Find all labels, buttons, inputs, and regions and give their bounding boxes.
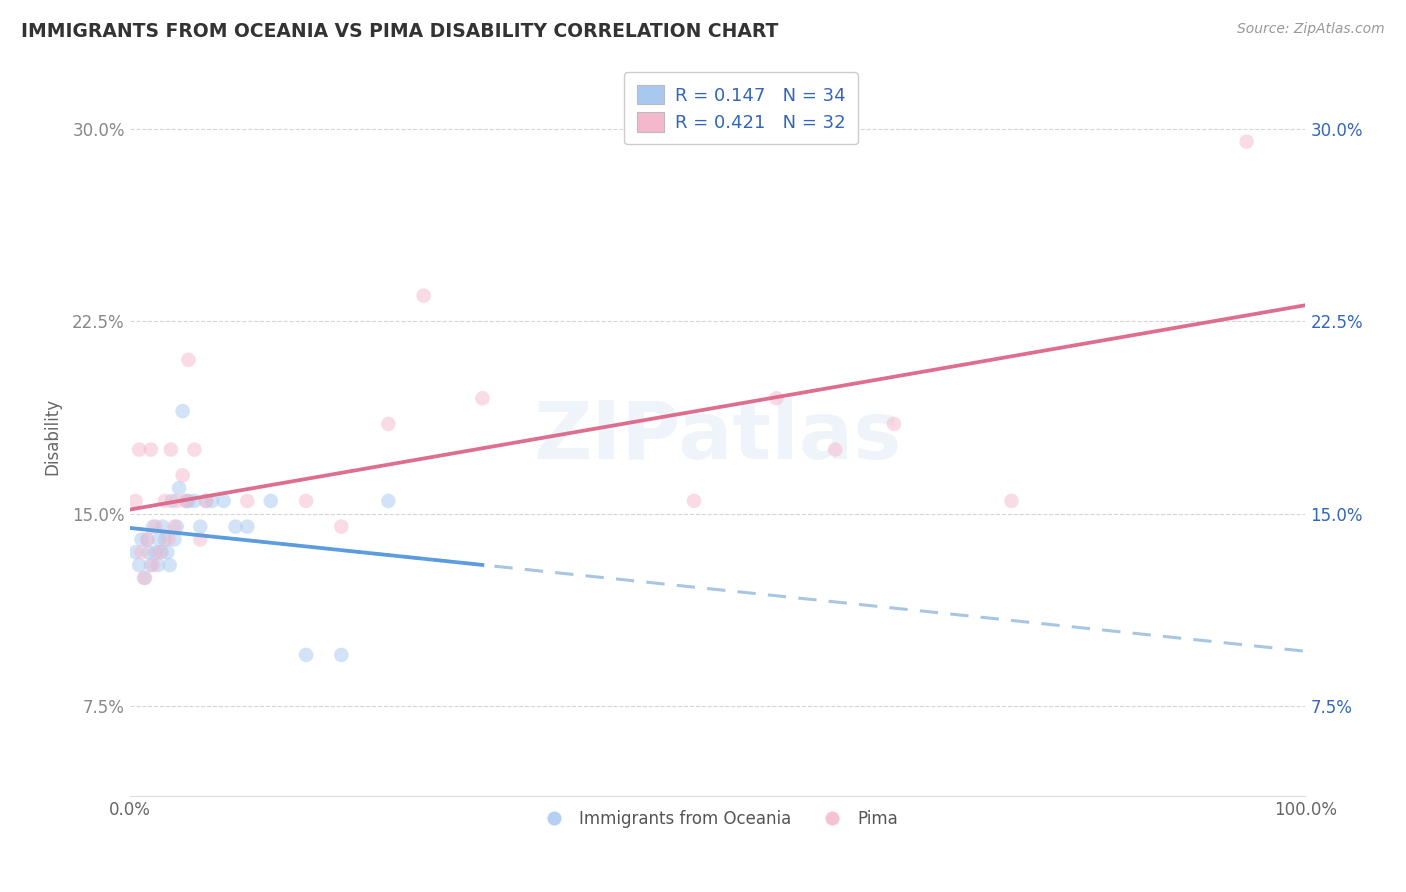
Point xyxy=(136,533,159,547)
Point xyxy=(260,494,283,508)
Point xyxy=(765,391,787,405)
Point xyxy=(167,481,190,495)
Point xyxy=(236,519,259,533)
Point xyxy=(236,494,259,508)
Point xyxy=(471,391,494,405)
Point xyxy=(131,545,153,559)
Point xyxy=(183,442,205,457)
Point xyxy=(159,558,181,573)
Point xyxy=(152,519,174,533)
Point xyxy=(142,519,165,533)
Point xyxy=(295,648,318,662)
Point xyxy=(177,352,200,367)
Point xyxy=(1236,135,1258,149)
Text: Source: ZipAtlas.com: Source: ZipAtlas.com xyxy=(1237,22,1385,37)
Point xyxy=(166,494,188,508)
Point xyxy=(188,533,211,547)
Point xyxy=(128,442,150,457)
Point xyxy=(174,494,197,508)
Point xyxy=(145,545,167,559)
Point xyxy=(1000,494,1022,508)
Point xyxy=(195,494,218,508)
Point xyxy=(160,494,183,508)
Point xyxy=(195,494,218,508)
Point xyxy=(883,417,905,431)
Point xyxy=(146,558,169,573)
Y-axis label: Disability: Disability xyxy=(44,398,60,475)
Point xyxy=(153,494,176,508)
Point xyxy=(201,494,224,508)
Point xyxy=(412,288,434,302)
Point xyxy=(142,558,165,573)
Point xyxy=(128,558,150,573)
Point xyxy=(163,519,186,533)
Point xyxy=(157,533,180,547)
Point xyxy=(148,545,170,559)
Point xyxy=(124,545,146,559)
Point xyxy=(377,494,399,508)
Text: ZIPatlas: ZIPatlas xyxy=(533,398,901,475)
Point xyxy=(225,519,247,533)
Point xyxy=(188,519,211,533)
Point xyxy=(163,533,186,547)
Point xyxy=(132,571,155,585)
Point xyxy=(160,442,183,457)
Point xyxy=(212,494,235,508)
Point xyxy=(172,404,194,418)
Point xyxy=(131,533,153,547)
Point xyxy=(139,442,162,457)
Text: IMMIGRANTS FROM OCEANIA VS PIMA DISABILITY CORRELATION CHART: IMMIGRANTS FROM OCEANIA VS PIMA DISABILI… xyxy=(21,22,779,41)
Point xyxy=(330,648,353,662)
Point xyxy=(124,494,146,508)
Point xyxy=(145,519,167,533)
Point xyxy=(183,494,205,508)
Point xyxy=(295,494,318,508)
Point xyxy=(177,494,200,508)
Point xyxy=(174,494,197,508)
Point xyxy=(138,545,160,559)
Point xyxy=(156,545,179,559)
Point xyxy=(153,533,176,547)
Point xyxy=(824,442,846,457)
Point xyxy=(150,545,173,559)
Point xyxy=(136,533,159,547)
Point xyxy=(330,519,353,533)
Point xyxy=(683,494,706,508)
Point xyxy=(166,519,188,533)
Legend: Immigrants from Oceania, Pima: Immigrants from Oceania, Pima xyxy=(530,803,905,835)
Point xyxy=(139,558,162,573)
Point xyxy=(377,417,399,431)
Point xyxy=(148,533,170,547)
Point xyxy=(134,571,156,585)
Point xyxy=(172,468,194,483)
